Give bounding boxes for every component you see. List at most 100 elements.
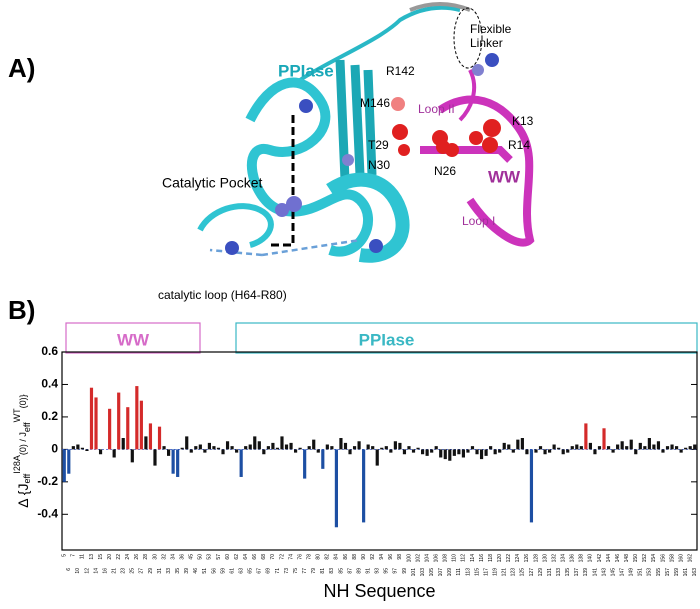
x-tick-label: 123	[511, 568, 517, 577]
x-tick-label: 21	[111, 568, 117, 574]
x-tick-label: 22	[116, 554, 122, 560]
x-tick-label: 107	[438, 568, 444, 577]
bar	[216, 447, 221, 450]
bar	[76, 444, 80, 450]
bar	[239, 449, 243, 477]
bar	[157, 426, 162, 450]
x-tick-label: 152	[642, 554, 648, 563]
bar	[493, 449, 497, 455]
x-tick-label: 27	[139, 568, 145, 574]
bar	[425, 449, 429, 456]
x-tick-label: 121	[502, 568, 508, 577]
x-tick-label: 51	[202, 568, 208, 574]
annotation: M146	[360, 96, 390, 110]
x-tick-label: 12	[84, 568, 90, 574]
x-tick-label: 111	[456, 568, 462, 576]
x-tick-label: 65	[248, 568, 254, 574]
bar	[80, 447, 84, 450]
x-tick-label: 33	[166, 568, 172, 574]
linker-outline	[453, 7, 483, 69]
bar	[316, 449, 320, 453]
bar	[638, 442, 642, 450]
bar	[266, 446, 270, 450]
x-tick-label: 157	[665, 568, 671, 577]
x-tick-label: 161	[683, 568, 689, 577]
annotation: Loop I	[462, 214, 495, 228]
y-tick-label: 0.6	[41, 344, 58, 358]
x-tick-label: 79	[311, 568, 317, 574]
x-tick-label: 134	[561, 554, 567, 563]
annotation: Loop II	[418, 102, 455, 116]
x-tick-label: 87	[347, 568, 353, 574]
x-tick-label: 26	[134, 554, 140, 560]
x-tick-label: 133	[556, 568, 562, 577]
domain-label: PPIase	[359, 330, 415, 349]
bar	[538, 446, 543, 450]
x-tick-label: 6	[66, 568, 72, 571]
bar	[207, 442, 211, 450]
annotation: N30	[368, 158, 390, 172]
bar	[548, 449, 552, 453]
bar	[516, 439, 520, 450]
x-tick-label: 132	[551, 554, 557, 563]
x-tick-label: 103	[420, 568, 426, 577]
bar	[611, 449, 615, 453]
helix	[326, 172, 410, 263]
x-tick-label: 96	[388, 554, 394, 560]
bar	[511, 449, 515, 453]
x-tick-label: 135	[565, 568, 571, 577]
bar	[312, 439, 316, 450]
bar	[89, 387, 94, 450]
x-tick-label: 80	[316, 554, 322, 560]
bar	[375, 449, 379, 466]
bar	[167, 449, 171, 456]
x-tick-label: 85	[338, 568, 344, 574]
bar	[593, 449, 597, 455]
bar	[212, 446, 216, 450]
y-axis-title-part: Δ {J	[15, 484, 31, 508]
bar	[534, 449, 538, 453]
ribbon	[298, 5, 461, 82]
x-tick-label: 110	[452, 554, 458, 562]
bar	[298, 447, 302, 450]
bar	[148, 423, 153, 450]
x-tick-label: 69	[266, 568, 272, 574]
annotation: catalytic loop (H64-R80)	[158, 288, 287, 302]
bar	[307, 446, 311, 450]
bar	[139, 400, 143, 450]
annotation: R14	[508, 138, 530, 152]
x-tick-label: 154	[651, 554, 657, 563]
x-tick-label: 74	[288, 554, 294, 560]
x-tick-label: 76	[297, 554, 303, 560]
x-tick-label: 119	[492, 568, 498, 576]
x-tick-label: 129	[538, 568, 544, 577]
bar	[570, 446, 574, 450]
bar	[620, 441, 624, 450]
x-tick-label: 130	[542, 554, 548, 563]
ribbon	[197, 203, 274, 248]
x-tick-label: 125	[520, 568, 526, 577]
x-tick-label: 88	[352, 554, 358, 560]
y-tick-label: -0.2	[37, 474, 58, 488]
bar	[416, 447, 420, 450]
y-axis-title-part: (0)}	[18, 394, 28, 408]
bar	[470, 446, 475, 450]
x-tick-label: 82	[325, 554, 331, 560]
bar	[421, 449, 425, 455]
bar	[126, 407, 130, 450]
x-tick-label: 104	[424, 554, 430, 563]
bar	[257, 441, 261, 450]
x-tick-label: 95	[384, 568, 390, 574]
bar	[85, 449, 89, 451]
bar	[330, 446, 334, 450]
y-axis-title-part: WT	[12, 408, 22, 422]
bar	[94, 397, 98, 450]
bar	[411, 449, 416, 453]
bar	[380, 447, 384, 450]
x-tick-label: 151	[638, 568, 644, 577]
bar	[176, 449, 180, 477]
x-tick-label: 117	[483, 568, 489, 576]
bar	[643, 446, 647, 450]
x-tick-label: 100	[406, 554, 412, 563]
